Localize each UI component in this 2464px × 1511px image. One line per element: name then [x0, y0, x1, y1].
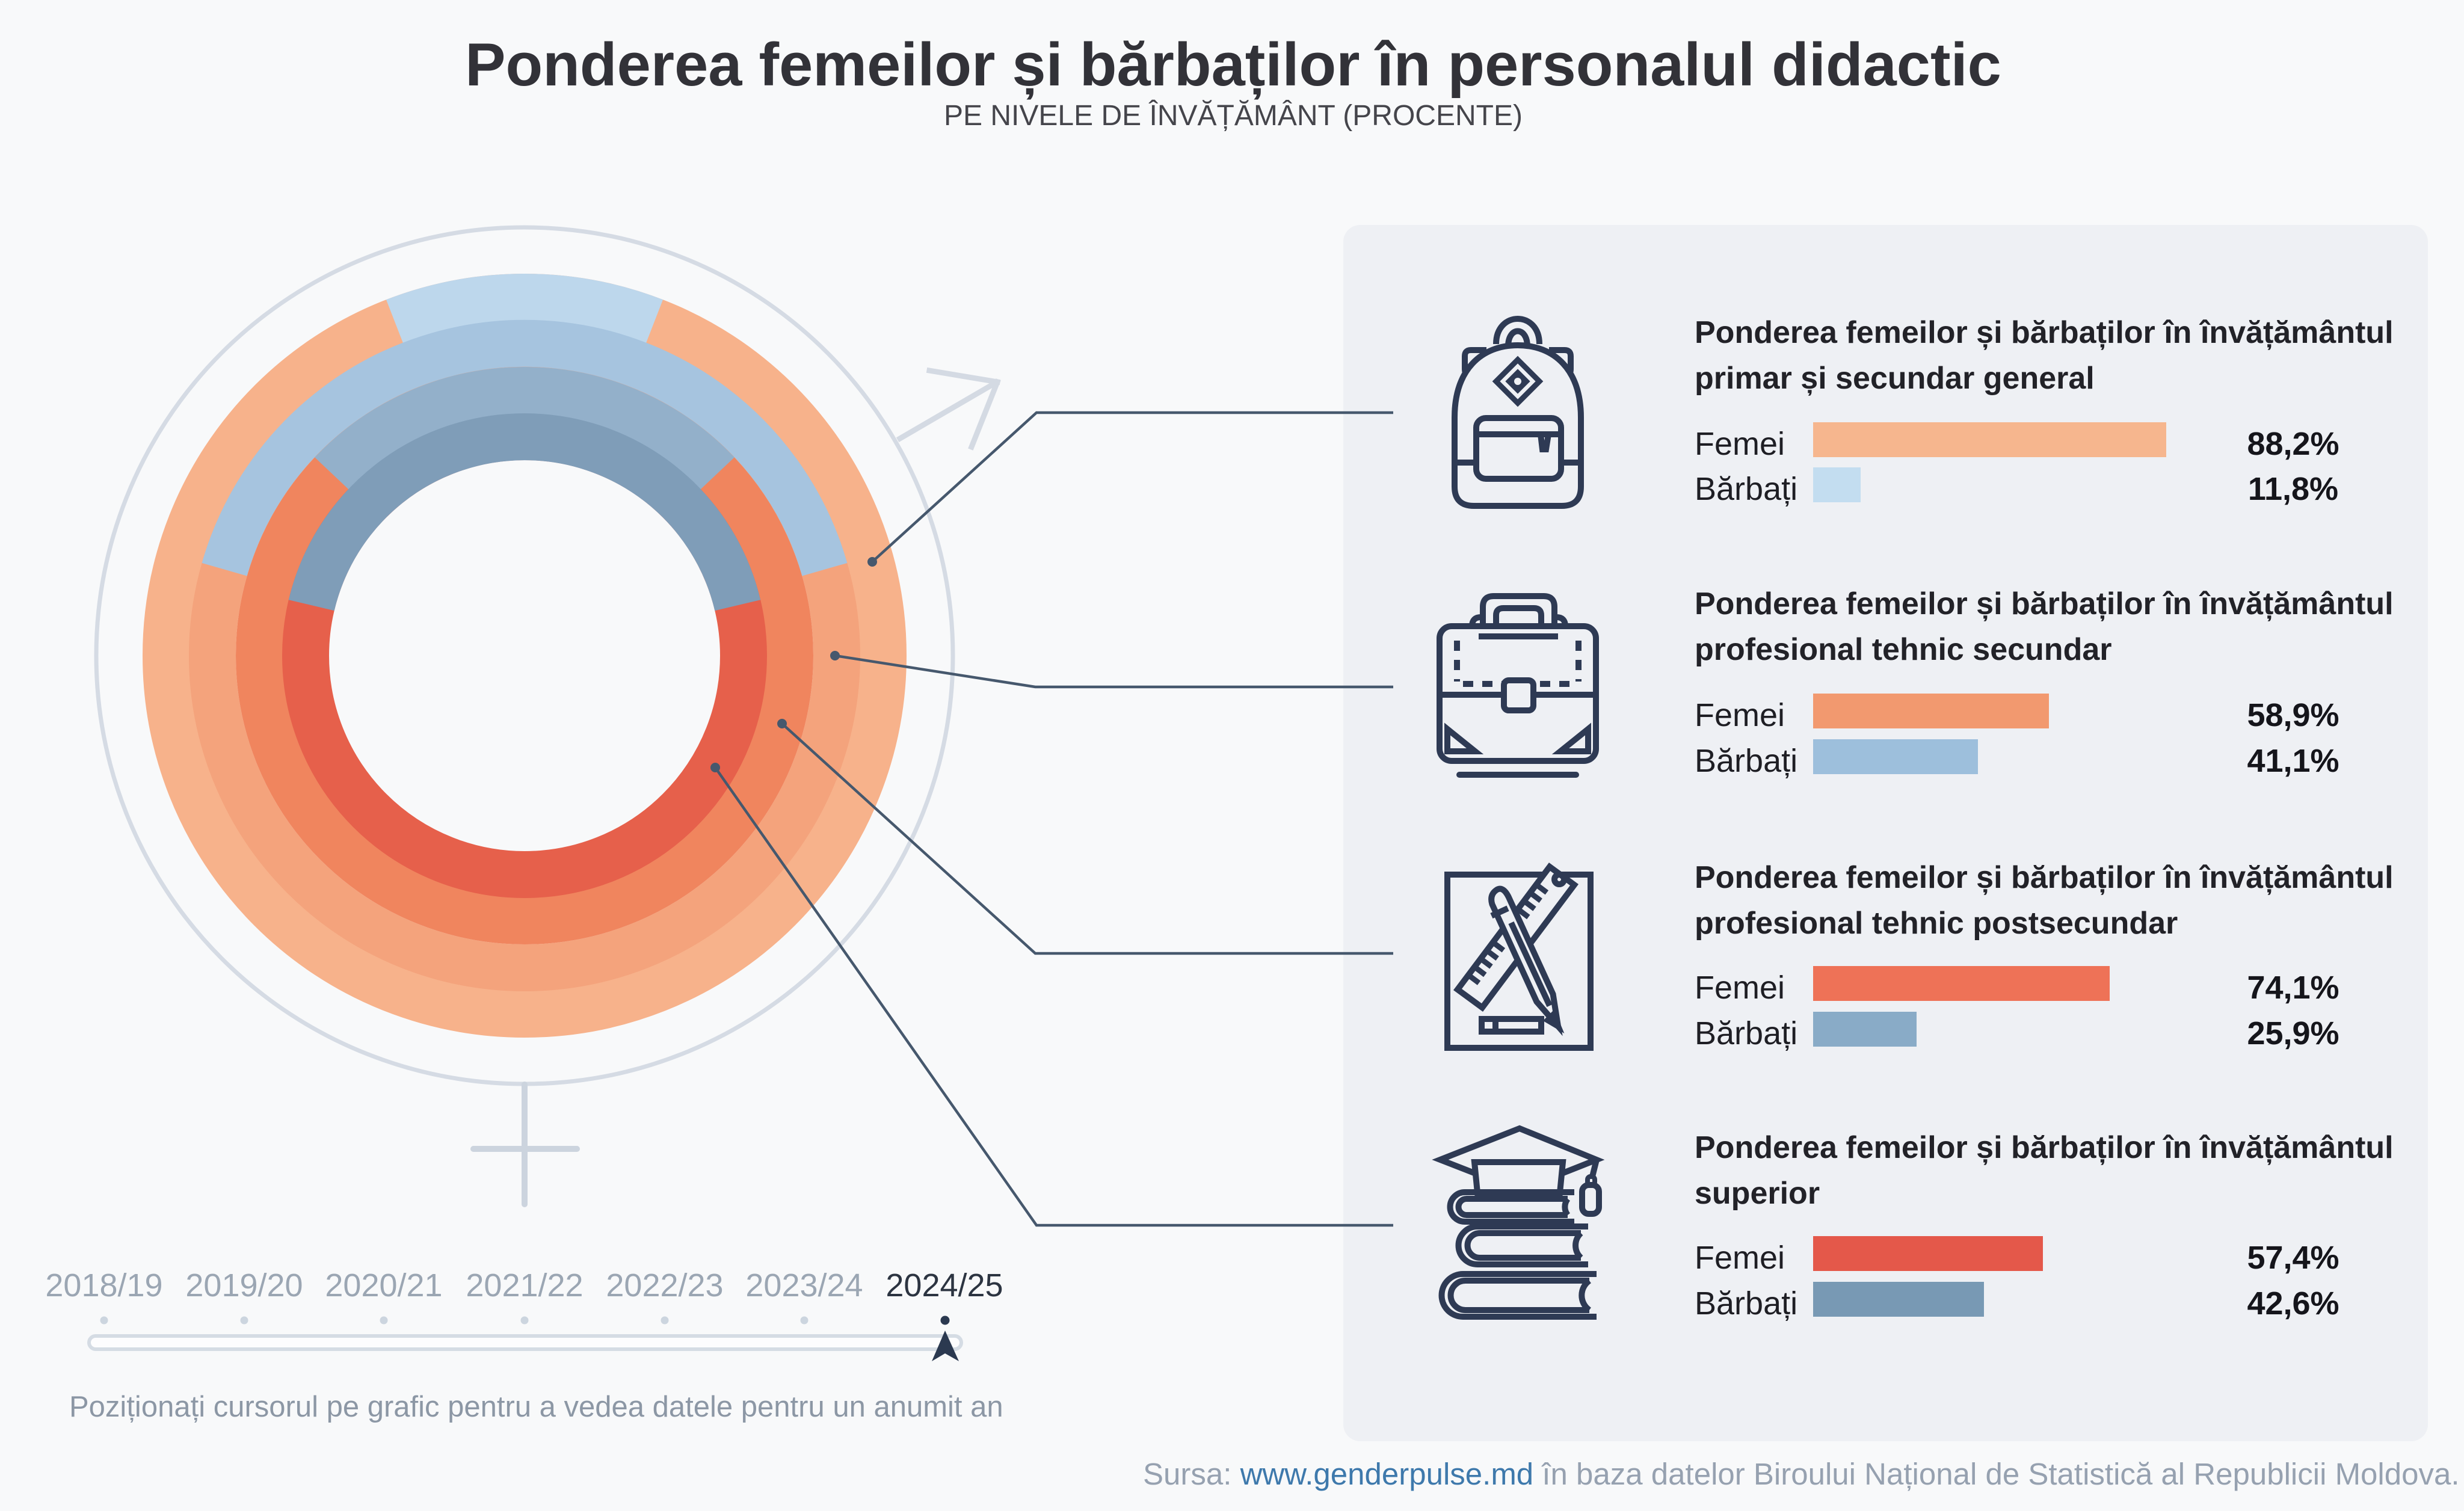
svg-text:Ponderea femeilor și bărbațilo: Ponderea femeilor și bărbaților în învăț…	[1695, 586, 2394, 621]
svg-text:Bărbați: Bărbați	[1695, 471, 1797, 507]
svg-text:42,6%: 42,6%	[2247, 1285, 2339, 1322]
svg-text:Bărbați: Bărbați	[1695, 1015, 1797, 1051]
svg-text:Sursa: www.genderpulse.md în b: Sursa: www.genderpulse.md în baza datelo…	[1143, 1457, 2460, 1491]
svg-text:Bărbați: Bărbați	[1695, 1285, 1797, 1322]
svg-text:2018/19: 2018/19	[45, 1267, 162, 1303]
svg-text:2019/20: 2019/20	[185, 1267, 303, 1303]
svg-text:superior: superior	[1695, 1176, 1820, 1211]
svg-text:2023/24: 2023/24	[745, 1267, 863, 1303]
svg-text:74,1%: 74,1%	[2247, 970, 2339, 1006]
svg-text:2020/21: 2020/21	[325, 1267, 442, 1303]
svg-text:Ponderea femeilor și bărbațilo: Ponderea femeilor și bărbaților în perso…	[465, 31, 2001, 100]
svg-text:profesional tehnic postsecunda: profesional tehnic postsecundar	[1695, 906, 2178, 941]
svg-text:Ponderea femeilor și bărbațilo: Ponderea femeilor și bărbaților în învăț…	[1695, 315, 2394, 350]
svg-text:Femei: Femei	[1695, 426, 1785, 462]
svg-text:PE NIVELE DE ÎNVĂȚĂMÂNT (PROCE: PE NIVELE DE ÎNVĂȚĂMÂNT (PROCENTE)	[944, 100, 1523, 132]
svg-text:Femei: Femei	[1695, 970, 1785, 1006]
svg-text:2022/23: 2022/23	[606, 1267, 723, 1303]
svg-text:57,4%: 57,4%	[2247, 1240, 2339, 1276]
svg-text:Bărbați: Bărbați	[1695, 743, 1797, 779]
svg-text:Femei: Femei	[1695, 1240, 1785, 1276]
svg-text:2021/22: 2021/22	[466, 1267, 583, 1303]
svg-text:profesional tehnic secundar: profesional tehnic secundar	[1695, 632, 2112, 667]
svg-text:Poziționați cursorul pe grafic: Poziționați cursorul pe grafic pentru a …	[69, 1391, 1003, 1423]
svg-text:primar și secundar general: primar și secundar general	[1695, 361, 2095, 396]
svg-text:Femei: Femei	[1695, 697, 1785, 733]
svg-text:25,9%: 25,9%	[2247, 1015, 2339, 1051]
svg-text:58,9%: 58,9%	[2247, 697, 2339, 733]
svg-text:88,2%: 88,2%	[2247, 426, 2339, 462]
svg-text:Ponderea femeilor și bărbațilo: Ponderea femeilor și bărbaților în învăț…	[1695, 1130, 2394, 1165]
svg-text:11,8%: 11,8%	[2248, 471, 2338, 507]
svg-text:41,1%: 41,1%	[2247, 743, 2339, 779]
svg-text:Ponderea femeilor și bărbațilo: Ponderea femeilor și bărbaților în învăț…	[1695, 860, 2394, 895]
svg-text:2024/25: 2024/25	[886, 1267, 1003, 1303]
